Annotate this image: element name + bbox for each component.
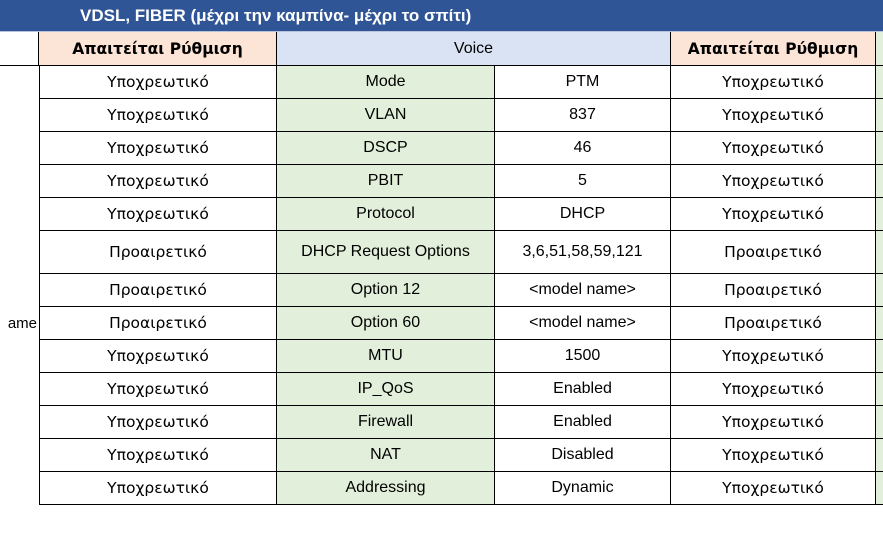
cutoff-right-cell xyxy=(876,307,883,340)
right-requirement-cell: Υποχρεωτικό xyxy=(671,373,876,406)
parameter-value-cell: Dynamic xyxy=(495,472,671,505)
parameter-value-cell: <model name> xyxy=(495,274,671,307)
parameter-name-cell: Firewall xyxy=(277,406,495,439)
cutoff-right-cell xyxy=(876,132,883,165)
cutoff-right-cell xyxy=(876,198,883,231)
parameter-name-cell: DSCP xyxy=(277,132,495,165)
parameter-value-cell: 5 xyxy=(495,165,671,198)
right-requirement-header: Απαιτείται Ρύθμιση xyxy=(671,32,876,66)
parameter-name-cell: DHCP Request Options xyxy=(277,231,495,274)
left-requirement-cell: Υποχρεωτικό xyxy=(39,132,277,165)
parameter-name-cell: PBIT xyxy=(277,165,495,198)
left-requirement-cell: Προαιρετικό xyxy=(39,274,277,307)
right-requirement-cell: Προαιρετικό xyxy=(671,274,876,307)
left-requirement-cell: Υποχρεωτικό xyxy=(39,165,277,198)
right-requirement-cell: Υποχρεωτικό xyxy=(671,472,876,505)
right-requirement-cell: Υποχρεωτικό xyxy=(671,406,876,439)
parameter-name-cell: IP_QoS xyxy=(277,373,495,406)
cutoff-right-cell xyxy=(876,274,883,307)
right-requirement-cell: Υποχρεωτικό xyxy=(671,99,876,132)
parameter-name-cell: NAT xyxy=(277,439,495,472)
cutoff-right-cell xyxy=(876,472,883,505)
right-requirement-cell: Υποχρεωτικό xyxy=(671,198,876,231)
left-requirement-cell: Προαιρετικό xyxy=(39,231,277,274)
left-requirement-cell: Προαιρετικό xyxy=(39,307,277,340)
left-requirement-cell: Υποχρεωτικό xyxy=(39,439,277,472)
cutoff-header-cell xyxy=(0,32,39,66)
cutoff-right-cell xyxy=(876,165,883,198)
left-edge-text-fragment: ame xyxy=(7,315,37,332)
right-requirement-cell: Υποχρεωτικό xyxy=(671,165,876,198)
parameter-name-cell: Option 12 xyxy=(277,274,495,307)
cutoff-right-cell xyxy=(876,439,883,472)
right-requirement-cell: Προαιρετικό xyxy=(671,231,876,274)
cutoff-right-cell xyxy=(876,231,883,274)
cutoff-right-cell xyxy=(876,406,883,439)
left-requirement-cell: Υποχρεωτικό xyxy=(39,472,277,505)
right-requirement-cell: Υποχρεωτικό xyxy=(671,66,876,99)
parameter-value-cell: 837 xyxy=(495,99,671,132)
parameter-name-cell: Option 60 xyxy=(277,307,495,340)
right-requirement-cell: Υποχρεωτικό xyxy=(671,132,876,165)
parameter-value-cell: 46 xyxy=(495,132,671,165)
parameter-name-cell: VLAN xyxy=(277,99,495,132)
parameter-name-cell: Mode xyxy=(277,66,495,99)
left-requirement-cell: Υποχρεωτικό xyxy=(39,373,277,406)
banner-divider xyxy=(0,31,883,32)
parameter-value-cell: 3,6,51,58,59,121 xyxy=(495,231,671,274)
cutoff-right-cell xyxy=(876,99,883,132)
cutoff-right-cell xyxy=(876,66,883,99)
cutoff-header-right xyxy=(876,32,883,66)
parameter-value-cell: DHCP xyxy=(495,198,671,231)
right-requirement-cell: Υποχρεωτικό xyxy=(671,340,876,373)
parameter-value-cell: Enabled xyxy=(495,373,671,406)
section-banner: VDSL, FIBER (μέχρι την καμπίνα- μέχρι το… xyxy=(0,0,883,31)
parameter-name-cell: Addressing xyxy=(277,472,495,505)
left-requirement-cell: Υποχρεωτικό xyxy=(39,66,277,99)
parameter-value-cell: Disabled xyxy=(495,439,671,472)
voice-section-header: Voice xyxy=(277,32,671,66)
parameter-value-cell: <model name> xyxy=(495,307,671,340)
parameter-value-cell: PTM xyxy=(495,66,671,99)
cutoff-right-cell xyxy=(876,340,883,373)
right-requirement-cell: Υποχρεωτικό xyxy=(671,439,876,472)
left-requirement-header: Απαιτείται Ρύθμιση xyxy=(39,32,277,66)
parameter-value-cell: Enabled xyxy=(495,406,671,439)
left-requirement-cell: Υποχρεωτικό xyxy=(39,406,277,439)
right-requirement-cell: Προαιρετικό xyxy=(671,307,876,340)
cutoff-right-cell xyxy=(876,373,883,406)
left-requirement-cell: Υποχρεωτικό xyxy=(39,99,277,132)
banner-title: VDSL, FIBER (μέχρι την καμπίνα- μέχρι το… xyxy=(80,6,472,25)
parameter-name-cell: Protocol xyxy=(277,198,495,231)
parameter-value-cell: 1500 xyxy=(495,340,671,373)
left-requirement-cell: Υποχρεωτικό xyxy=(39,198,277,231)
parameter-name-cell: MTU xyxy=(277,340,495,373)
left-requirement-cell: Υποχρεωτικό xyxy=(39,340,277,373)
